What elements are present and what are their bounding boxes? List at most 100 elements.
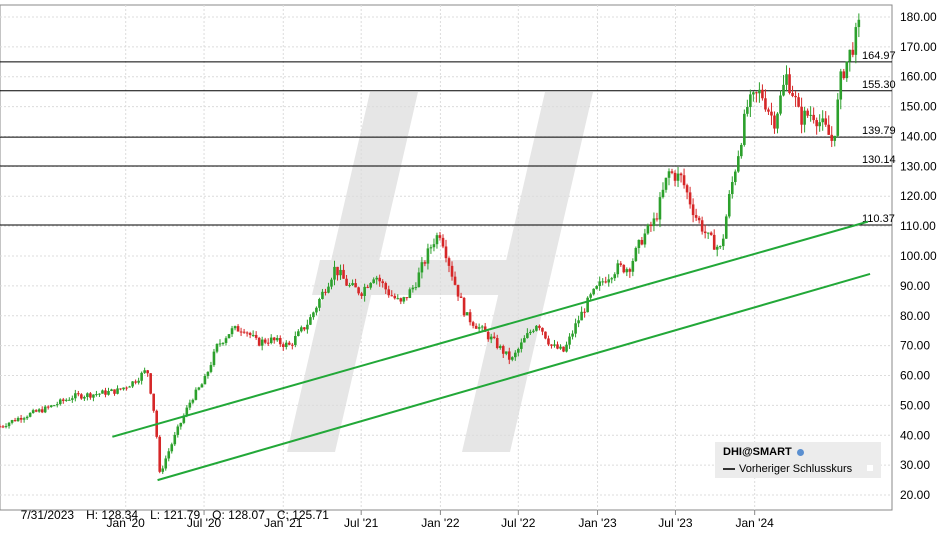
candle-body <box>640 239 644 245</box>
candle-body <box>727 194 731 217</box>
candle-body <box>13 420 17 422</box>
candle-body <box>504 351 508 354</box>
candle-body <box>492 336 496 339</box>
candle-body <box>818 122 821 127</box>
legend-ticker-row: DHI@SMART <box>723 446 804 458</box>
candle-body <box>755 92 758 94</box>
candle-body <box>803 110 806 125</box>
candle-body <box>556 344 559 349</box>
candle-body <box>357 287 360 294</box>
candle-body <box>408 289 412 298</box>
y-tick-label: 70.00 <box>900 339 930 353</box>
globe-icon <box>796 448 804 456</box>
y-tick-label: 90.00 <box>900 279 930 293</box>
candle-body <box>749 94 752 108</box>
candle-body <box>218 343 222 345</box>
candle-body <box>857 19 861 28</box>
candle-body <box>303 327 306 330</box>
candle-body <box>4 426 8 428</box>
candle-body <box>46 406 50 408</box>
candle-body <box>233 326 237 329</box>
candle-body <box>25 416 29 419</box>
candle-body <box>604 281 608 283</box>
ohlc-date: 7/31/2023 <box>20 508 75 522</box>
candle-body <box>387 289 391 296</box>
candle-body <box>318 298 321 308</box>
candle-body <box>203 375 207 385</box>
candle-body <box>360 293 363 296</box>
candle-body <box>167 451 171 459</box>
candle-body <box>565 344 568 352</box>
candle-body <box>68 399 71 401</box>
candle-body <box>809 114 812 116</box>
legend-checkbox[interactable] <box>867 465 873 471</box>
candle-body <box>345 278 348 286</box>
candle-body <box>851 49 855 55</box>
candle-body <box>83 396 86 399</box>
candle-body <box>149 373 152 394</box>
y-tick-label: 20.00 <box>900 488 930 502</box>
y-tick-label: 180.00 <box>900 10 937 24</box>
candle-body <box>592 288 595 295</box>
candle-body <box>712 234 716 250</box>
candle-body <box>321 291 324 299</box>
candle-body <box>125 387 128 389</box>
candle-body <box>122 387 125 390</box>
candle-body <box>158 436 162 472</box>
candle-body <box>402 297 406 302</box>
candle-body <box>375 277 378 280</box>
candle-body <box>152 393 155 411</box>
candle-body <box>456 284 460 297</box>
candle-body <box>164 458 168 469</box>
trend-line <box>112 220 869 438</box>
candle-body <box>465 312 469 316</box>
candle-body <box>694 215 698 218</box>
candle-body <box>254 334 258 338</box>
candle-body <box>740 144 743 157</box>
price-level-label: 130.14 <box>862 154 896 166</box>
candle-body <box>477 327 481 329</box>
candle-body <box>797 97 800 107</box>
candle-body <box>501 346 505 354</box>
candle-body <box>80 394 83 399</box>
ohlc-open: O: 128.07 <box>212 508 265 522</box>
y-tick-label: 100.00 <box>900 249 937 263</box>
x-tick-label: Jul '22 <box>501 516 536 530</box>
candle-body <box>770 111 773 116</box>
trend-line <box>157 272 871 482</box>
candle-body <box>435 235 439 245</box>
candle-body <box>800 106 803 125</box>
candle-body <box>806 110 809 116</box>
candle-body <box>40 409 44 413</box>
candle-body <box>19 417 23 420</box>
candle-body <box>652 218 656 226</box>
candle-body <box>752 92 755 95</box>
candle-body <box>529 331 532 334</box>
candle-body <box>197 387 201 390</box>
y-tick-label: 40.00 <box>900 428 930 442</box>
candle-body <box>399 298 403 302</box>
candle-body <box>55 404 59 406</box>
candle-body <box>89 393 92 398</box>
candle-body <box>586 297 589 313</box>
chart-legend[interactable]: DHI@SMART Vorheriger Schlusskurs <box>715 442 881 478</box>
candle-body <box>414 287 418 289</box>
candle-body <box>22 418 26 420</box>
candle-body <box>71 398 74 400</box>
y-tick-label: 130.00 <box>900 159 937 173</box>
candle-body <box>794 95 797 98</box>
candle-body <box>737 156 740 172</box>
candle-body <box>330 279 333 287</box>
candle-body <box>348 285 351 287</box>
candle-body <box>514 352 517 358</box>
candle-body <box>324 291 327 293</box>
candle-body <box>779 95 782 114</box>
candle-body <box>523 338 526 343</box>
candle-body <box>830 134 834 141</box>
candle-body <box>212 351 216 366</box>
candle-body <box>664 177 668 190</box>
candle-body <box>37 409 41 412</box>
candle-body <box>444 246 448 259</box>
y-tick-label: 120.00 <box>900 189 937 203</box>
candle-body <box>782 84 785 96</box>
